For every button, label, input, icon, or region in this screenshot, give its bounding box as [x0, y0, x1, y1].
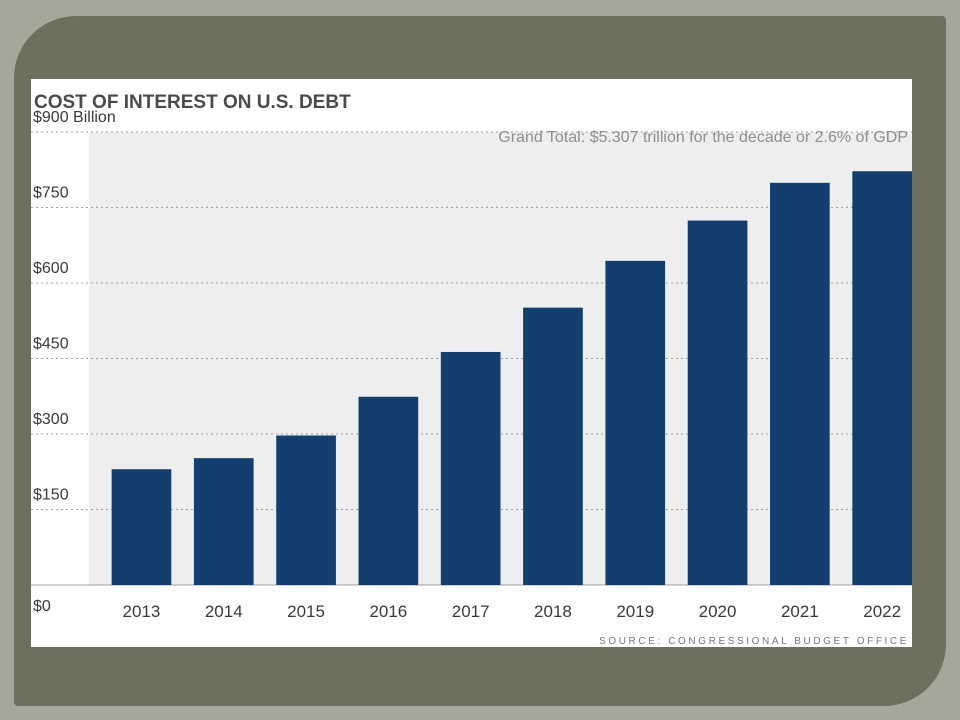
source-note: SOURCE: CONGRESSIONAL BUDGET OFFICE [599, 636, 909, 647]
x-axis-ticks: 2013 2014 2015 2016 2017 2018 2019 2020 2021 2022 [123, 602, 902, 621]
y-tick-label: $300 [33, 411, 69, 428]
bar-2015 [276, 435, 336, 585]
y-tick-label: $150 [33, 487, 69, 504]
x-tick-label: 2013 [123, 602, 161, 621]
y-tick-label: $0 [33, 598, 51, 615]
chart-title: COST OF INTEREST ON U.S. DEBT [34, 92, 351, 113]
x-tick-label: 2017 [452, 602, 490, 621]
x-tick-label: 2019 [616, 602, 654, 621]
bar-2021 [770, 182, 830, 585]
x-tick-label: 2016 [369, 602, 407, 621]
x-tick-label: 2018 [534, 602, 572, 621]
x-tick-label: 2015 [287, 602, 325, 621]
x-tick-label: 2020 [699, 602, 737, 621]
chart-panel: COST OF INTEREST ON U.S. DEBT $0 $150 $300… [31, 79, 912, 647]
bar-2019 [605, 260, 666, 585]
grand-total-annotation: Grand Total: $5.307 trillion for the dec… [498, 129, 908, 146]
y-tick-label: $450 [33, 336, 69, 353]
y-tick-label: $600 [33, 260, 69, 277]
bars [111, 171, 912, 585]
bar-2022 [852, 171, 912, 585]
y-axis-ticks: $0 $150 $300 $450 $600 $750 $900 Billion [33, 109, 116, 615]
y-tick-label: $900 Billion [33, 109, 116, 126]
bar-2020 [687, 220, 748, 585]
bar-2013 [111, 469, 172, 585]
x-tick-label: 2014 [205, 602, 243, 621]
x-tick-label: 2022 [863, 602, 901, 621]
bar-2016 [358, 396, 419, 585]
bar-2018 [523, 307, 583, 585]
y-tick-label: $750 [33, 185, 69, 202]
bar-chart: COST OF INTEREST ON U.S. DEBT $0 $150 $300… [31, 92, 912, 647]
x-tick-label: 2021 [781, 602, 819, 621]
bar-2017 [440, 351, 501, 585]
bar-2014 [193, 458, 254, 585]
